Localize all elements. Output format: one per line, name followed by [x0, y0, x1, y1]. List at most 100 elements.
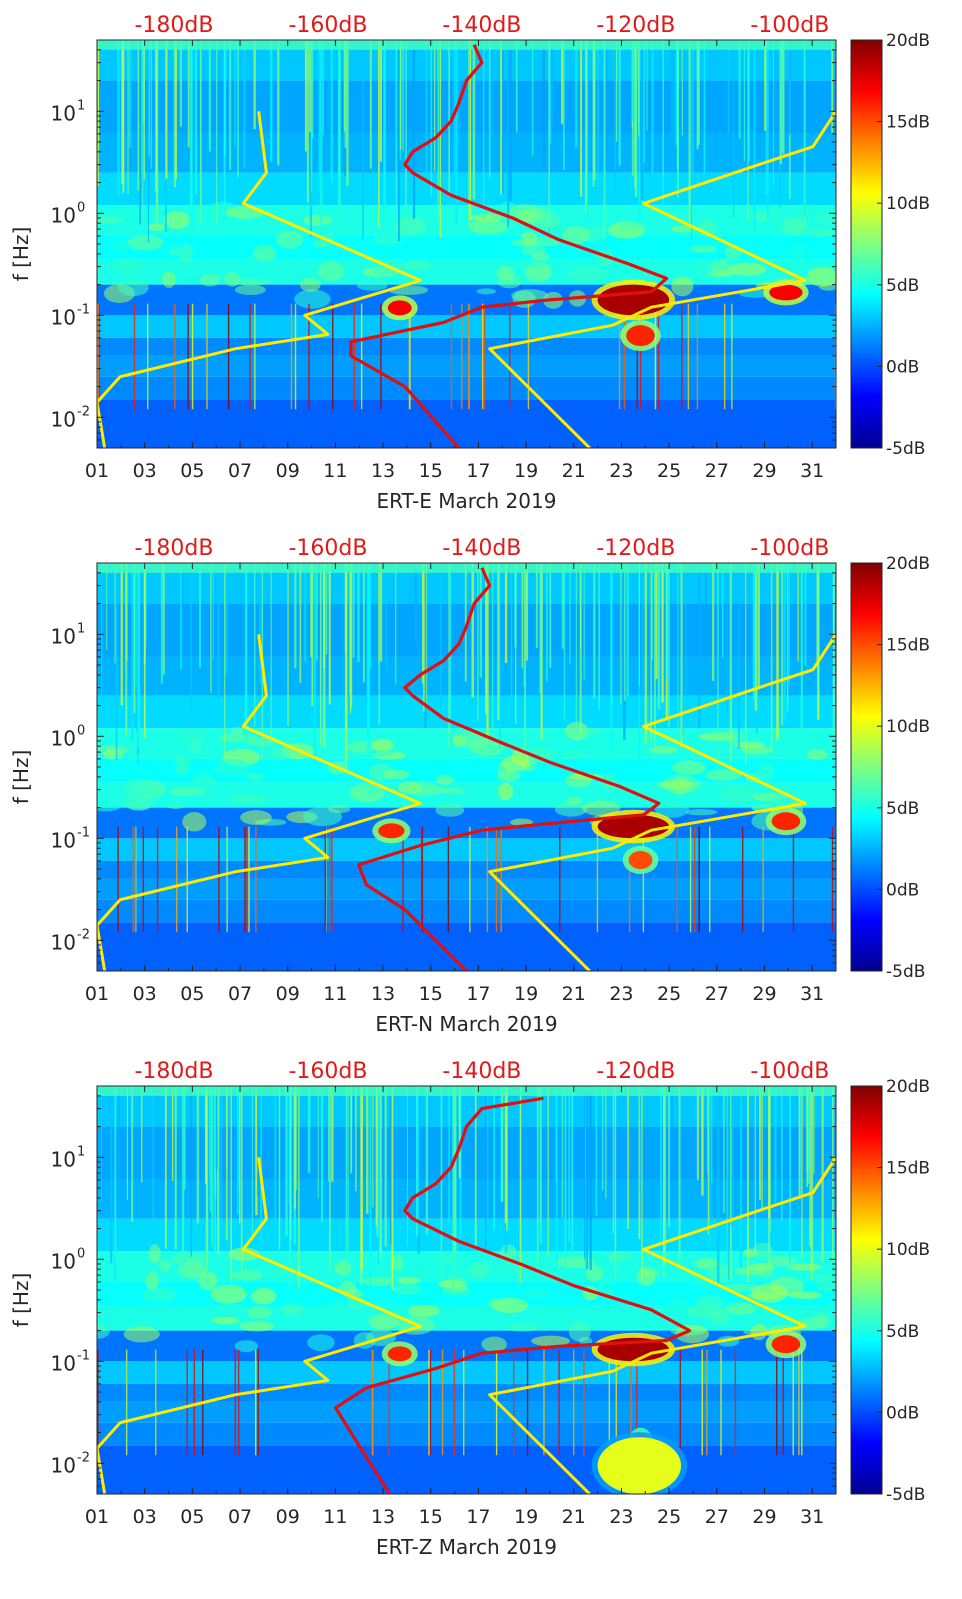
transient-streak — [205, 1086, 208, 1270]
transient-streak — [307, 1086, 311, 1173]
transient-streak — [237, 40, 239, 178]
haze-patch — [334, 1260, 352, 1276]
haze-patch — [704, 769, 742, 781]
transient-streak — [355, 1086, 357, 1192]
hot-spot-2 — [769, 284, 803, 301]
x-tick-label: 13 — [371, 1506, 395, 1528]
haze-patch — [123, 1326, 160, 1343]
y-axis-label-z: f [Hz] — [9, 1273, 33, 1328]
haze-patch — [103, 748, 124, 760]
y-tick-label: 10 — [51, 930, 76, 954]
transient-streak — [234, 40, 236, 147]
transient-streak — [134, 563, 137, 687]
haze-patch — [356, 280, 388, 291]
top-db-label: -180dB — [134, 536, 213, 561]
x-tick-label: 25 — [657, 460, 681, 482]
band-10 — [97, 133, 836, 173]
spike-line — [696, 303, 699, 410]
transient-streak — [139, 40, 142, 225]
band-11 — [97, 80, 836, 134]
haze-patch — [487, 1298, 513, 1308]
transient-streak — [535, 563, 538, 649]
transient-streak — [764, 40, 767, 131]
transient-streak — [562, 40, 565, 170]
transient-streak — [723, 1086, 725, 1213]
transient-streak — [597, 40, 599, 181]
spike-line — [558, 1349, 560, 1456]
transient-streak — [191, 40, 193, 239]
transient-streak — [253, 40, 256, 130]
y-tick-exponent: -1 — [77, 825, 90, 840]
haze-patch — [657, 780, 696, 789]
haze-patch — [239, 1320, 275, 1332]
transient-streak — [362, 40, 364, 240]
spike-line — [831, 826, 834, 933]
haze-patch — [806, 266, 836, 287]
transient-streak — [303, 563, 307, 662]
transient-streak — [531, 40, 534, 157]
spike-line — [693, 826, 696, 933]
haze-patch — [563, 727, 601, 736]
spike-line — [500, 826, 502, 933]
x-axis-label-n: ERT-N March 2019 — [375, 1012, 557, 1036]
transient-streak — [753, 40, 756, 231]
spike-line — [237, 1349, 240, 1456]
spike-line — [701, 1349, 703, 1456]
haze-patch — [148, 1244, 161, 1264]
spike-line — [572, 1349, 575, 1456]
transient-streak — [779, 40, 783, 165]
transient-streak — [311, 40, 314, 139]
transient-streak — [612, 1086, 615, 1234]
haze-patch — [786, 1263, 823, 1271]
spike-line — [132, 826, 134, 933]
transient-streak — [366, 1086, 369, 1214]
haze-patch — [368, 1314, 399, 1330]
spike-line — [332, 303, 334, 410]
transient-streak — [765, 40, 767, 195]
haze-patch — [525, 1287, 549, 1299]
transient-streak — [390, 1086, 392, 1245]
transient-streak — [595, 1086, 598, 1216]
hot-spot-1 — [387, 1346, 412, 1362]
transient-streak — [525, 563, 529, 661]
y-tick-exponent: -1 — [77, 1348, 90, 1363]
top-strip — [97, 40, 836, 50]
haze-patch — [230, 726, 243, 735]
transient-streak — [622, 563, 624, 725]
haze-patch — [97, 1324, 110, 1339]
top-strip — [97, 1086, 836, 1096]
haze-patch — [695, 260, 716, 277]
transient-streak — [316, 563, 318, 661]
band-2 — [97, 1401, 836, 1423]
transient-streak — [115, 563, 118, 761]
transient-streak — [661, 563, 664, 703]
spike-line — [328, 826, 331, 933]
transient-streak — [638, 563, 641, 687]
transient-streak — [504, 1086, 507, 1224]
y-tick-exponent: 1 — [77, 1144, 85, 1159]
transient-streak — [678, 1086, 681, 1265]
transient-streak — [549, 40, 552, 145]
transient-streak — [786, 563, 789, 712]
transient-streak — [524, 563, 527, 759]
transient-streak — [327, 40, 329, 130]
transient-streak — [424, 563, 427, 728]
transient-streak — [767, 40, 769, 219]
transient-streak — [584, 1086, 586, 1260]
spike-line — [526, 1349, 529, 1456]
transient-streak — [175, 40, 177, 179]
transient-streak — [194, 40, 198, 196]
transient-streak — [384, 1086, 387, 1247]
transient-streak — [422, 563, 424, 684]
haze-patch — [565, 796, 583, 805]
hot-spot-0 — [597, 284, 670, 316]
haze-patch — [435, 803, 465, 817]
spike-line — [254, 303, 256, 410]
haze-patch — [275, 230, 304, 249]
spike-line — [125, 1349, 128, 1456]
x-tick-label: 09 — [276, 983, 300, 1005]
x-tick-label: 07 — [228, 1506, 252, 1528]
transient-streak — [196, 1086, 200, 1224]
transient-streak — [733, 40, 735, 218]
transient-streak — [216, 40, 218, 225]
